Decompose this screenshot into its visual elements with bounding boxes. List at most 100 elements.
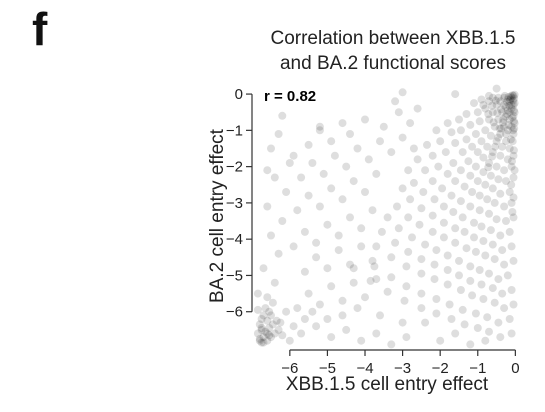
data-point — [297, 329, 306, 338]
data-point — [334, 231, 343, 240]
data-point — [449, 159, 458, 167]
data-point — [490, 198, 499, 207]
data-point — [500, 202, 509, 211]
data-point — [272, 316, 281, 325]
data-point — [462, 110, 471, 118]
data-point — [492, 162, 501, 171]
data-point — [458, 148, 467, 157]
axes-layer: −6 −5 −4 −3 −2 −1 0 0 −1 −2 −3 −4 −5 −6 — [226, 86, 520, 377]
data-point — [460, 320, 469, 329]
data-point — [500, 304, 509, 313]
data-point — [267, 311, 275, 320]
data-point — [253, 289, 262, 298]
data-point — [282, 188, 291, 196]
data-point — [475, 191, 484, 200]
data-point — [505, 227, 514, 236]
data-point — [458, 213, 467, 222]
data-point — [485, 115, 493, 124]
data-point — [506, 92, 515, 101]
data-point — [300, 227, 309, 236]
data-point — [488, 101, 497, 110]
data-point — [338, 195, 347, 204]
data-point — [508, 91, 517, 100]
data-point — [502, 137, 510, 146]
data-point — [481, 180, 490, 189]
y-tick-label: −3 — [226, 195, 243, 212]
data-point — [315, 126, 324, 135]
data-point — [456, 126, 465, 135]
data-point — [492, 84, 501, 93]
data-point — [361, 188, 369, 196]
data-point — [421, 318, 430, 327]
data-point — [473, 177, 482, 186]
data-point — [499, 118, 507, 127]
data-point — [475, 206, 484, 215]
data-point — [270, 173, 279, 182]
data-point — [253, 329, 262, 338]
data-point — [456, 166, 465, 175]
data-point — [300, 267, 309, 276]
data-point — [257, 325, 266, 334]
data-point — [500, 93, 509, 102]
data-point — [510, 124, 519, 133]
data-point — [451, 224, 460, 233]
data-point — [509, 126, 518, 135]
data-point — [479, 101, 488, 109]
data-point — [377, 227, 386, 236]
data-point — [278, 331, 287, 340]
data-point — [285, 336, 294, 345]
data-point — [438, 184, 447, 193]
x-tick-label: −5 — [319, 360, 336, 377]
data-point — [507, 242, 516, 251]
data-point — [421, 240, 430, 249]
data-point — [468, 142, 477, 151]
data-point — [510, 94, 519, 103]
data-point — [468, 291, 477, 300]
data-point — [504, 93, 513, 101]
data-point — [510, 108, 519, 117]
data-point — [475, 117, 484, 126]
data-point — [402, 282, 411, 291]
data-point — [404, 166, 413, 175]
x-tick-label: −2 — [432, 360, 449, 377]
data-point — [488, 240, 497, 249]
data-point — [506, 135, 515, 144]
data-point — [300, 315, 309, 323]
data-point — [361, 115, 369, 124]
data-point — [409, 178, 418, 187]
data-point — [507, 180, 516, 189]
data-point — [334, 246, 343, 255]
data-point — [327, 282, 336, 291]
data-point — [488, 152, 497, 161]
data-point — [449, 208, 458, 216]
data-point — [263, 293, 272, 302]
data-point — [466, 202, 475, 211]
data-point — [436, 137, 445, 146]
data-point — [394, 224, 403, 233]
data-point — [483, 195, 492, 204]
data-point — [510, 99, 519, 108]
data-point — [460, 227, 469, 236]
data-point — [253, 305, 262, 314]
data-point — [493, 108, 502, 117]
x-axis-label: XBB.1.5 cell entry effect — [286, 374, 489, 395]
data-point — [509, 91, 518, 100]
data-point — [507, 122, 516, 131]
data-point — [492, 101, 501, 109]
data-point — [509, 213, 518, 222]
data-point — [323, 315, 332, 323]
data-point — [502, 217, 510, 225]
data-point — [270, 278, 279, 287]
data-point — [479, 153, 488, 162]
data-point — [507, 104, 516, 113]
data-point — [270, 329, 279, 338]
data-point — [509, 111, 518, 120]
x-tick-label: −1 — [469, 360, 486, 377]
data-point — [477, 95, 486, 104]
data-point — [475, 266, 484, 274]
data-point — [372, 275, 381, 284]
data-point — [372, 242, 381, 251]
data-point — [308, 159, 317, 167]
data-point — [432, 246, 441, 255]
data-point — [496, 189, 505, 198]
